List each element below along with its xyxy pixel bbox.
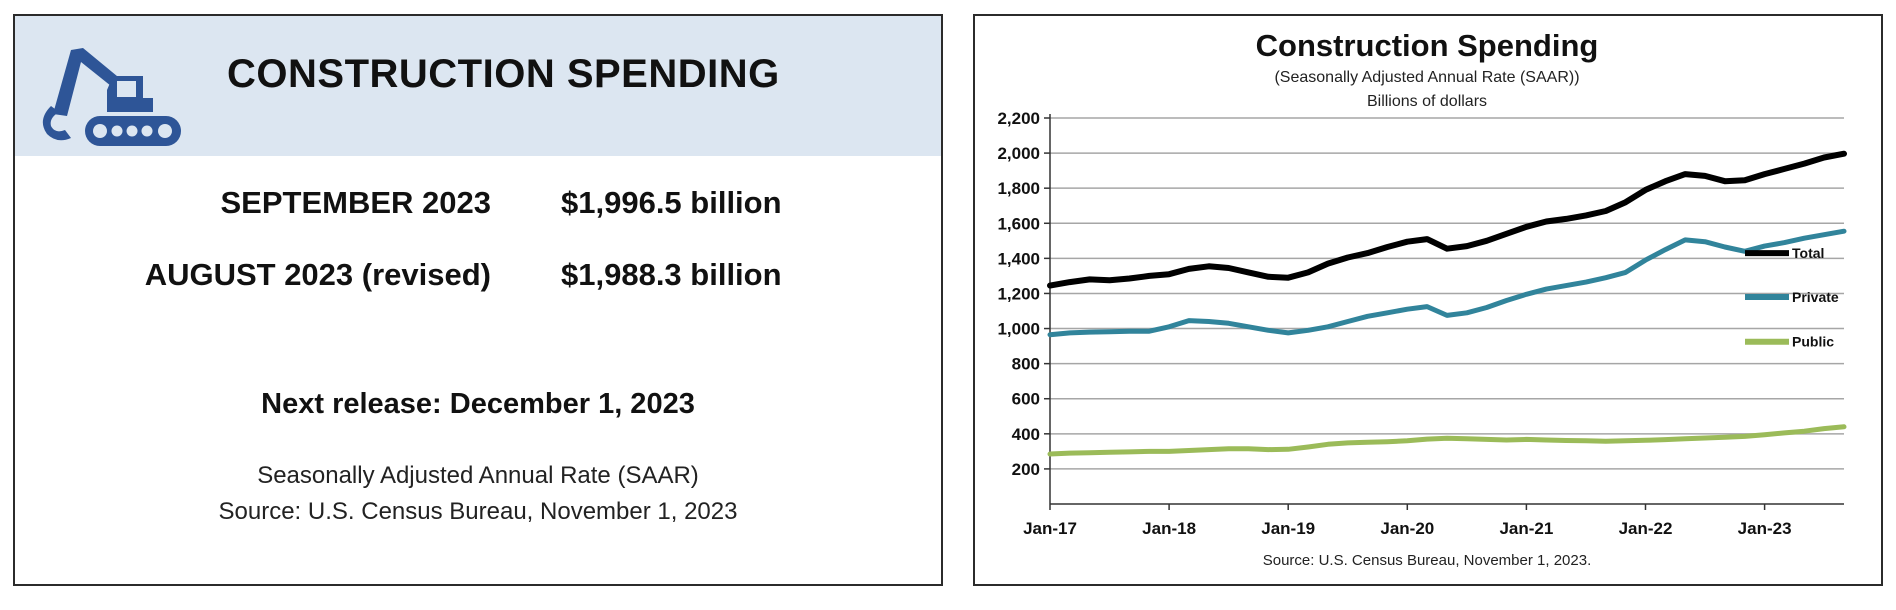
summary-panel: CONSTRUCTION SPENDING SEPTEMBER 2023 $1,…	[13, 14, 943, 586]
excavator-icon	[42, 48, 181, 146]
current-month-label: SEPTEMBER 2023	[220, 185, 492, 220]
x-tick-label: Jan-21	[1499, 519, 1553, 538]
x-tick-label: Jan-17	[1023, 519, 1077, 538]
y-tick-label: 2,000	[997, 144, 1040, 163]
series-line-private	[1047, 228, 1847, 338]
x-tick-label: Jan-18	[1142, 519, 1196, 538]
y-tick-label: 2,200	[997, 109, 1040, 128]
series-line-public	[1047, 424, 1847, 457]
y-tick-label: 1,800	[997, 179, 1040, 198]
saar-note: Seasonally Adjusted Annual Rate (SAAR)	[257, 462, 699, 489]
summary-title: CONSTRUCTION SPENDING	[227, 52, 780, 96]
y-tick-label: 1,000	[997, 320, 1040, 339]
legend-label-total: Total	[1792, 245, 1824, 261]
chart-title: Construction Spending	[1256, 28, 1599, 63]
y-tick-label: 200	[1012, 460, 1040, 479]
y-tick-label: 1,600	[997, 214, 1040, 233]
summary-header: CONSTRUCTION SPENDING	[15, 16, 941, 156]
x-tick-label: Jan-19	[1261, 519, 1315, 538]
chart-source: Source: U.S. Census Bureau, November 1, …	[1263, 552, 1592, 569]
legend-label-public: Public	[1792, 334, 1834, 350]
y-tick-label: 1,200	[997, 284, 1040, 303]
chart-subtitle: (Seasonally Adjusted Annual Rate (SAAR))	[1274, 69, 1579, 86]
chart-panel: Construction Spending (Seasonally Adjust…	[973, 14, 1883, 586]
legend-label-private: Private	[1792, 289, 1839, 305]
series-line-total	[1047, 150, 1847, 289]
source-note: Source: U.S. Census Bureau, November 1, …	[218, 498, 738, 525]
y-tick-label: 1,400	[997, 249, 1040, 268]
y-tick-label: 600	[1012, 390, 1040, 409]
line-chart: Construction Spending (Seasonally Adjust…	[997, 28, 1847, 569]
current-month-value: $1,996.5 billion	[561, 185, 782, 220]
prior-month-value: $1,988.3 billion	[561, 257, 782, 292]
y-tick-label: 800	[1012, 355, 1040, 374]
next-release-date: Next release: December 1, 2023	[261, 388, 695, 420]
x-tick-label: Jan-22	[1619, 519, 1673, 538]
x-tick-label: Jan-23	[1738, 519, 1792, 538]
y-tick-label: 400	[1012, 425, 1040, 444]
chart-units: Billions of dollars	[1367, 93, 1487, 110]
prior-month-label: AUGUST 2023 (revised)	[144, 257, 491, 292]
x-tick-label: Jan-20	[1380, 519, 1434, 538]
